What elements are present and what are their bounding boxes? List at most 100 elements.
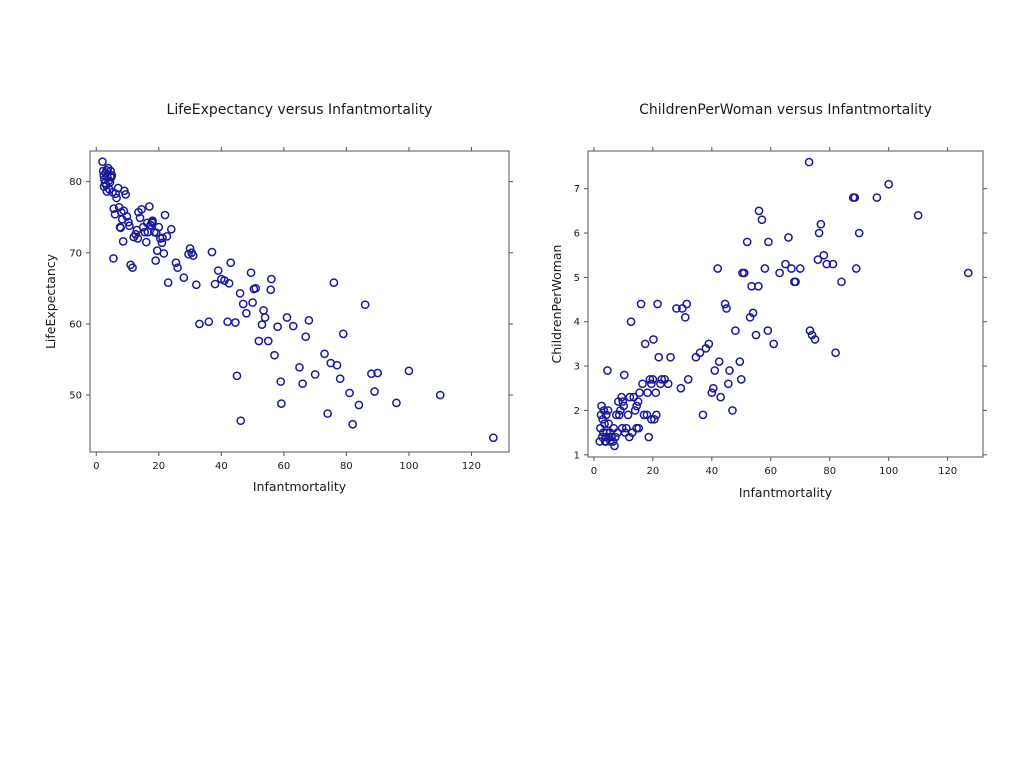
- data-point: [135, 213, 145, 223]
- data-point: [226, 258, 236, 268]
- data-point: [109, 254, 118, 263]
- data-point: [140, 227, 150, 237]
- data-point: [124, 217, 133, 227]
- data-point: [151, 228, 161, 238]
- data-point: [601, 432, 611, 442]
- data-point: [266, 285, 276, 295]
- data-point: [133, 234, 143, 243]
- data-point: [246, 268, 256, 278]
- data-point: [604, 419, 613, 429]
- data-point: [735, 357, 745, 367]
- data-point: [630, 406, 640, 415]
- data-point: [204, 317, 214, 327]
- data-point: [716, 392, 725, 402]
- data-point: [298, 379, 307, 389]
- data-point: [98, 157, 107, 167]
- data-point: [639, 410, 649, 420]
- data-point: [854, 228, 864, 238]
- data-point: [677, 304, 687, 313]
- data-point: [819, 250, 829, 260]
- data-point: [633, 397, 643, 406]
- data-point: [276, 377, 286, 386]
- data-point: [649, 335, 658, 344]
- data-point: [270, 350, 279, 360]
- data-point: [392, 398, 401, 408]
- data-point: [602, 428, 612, 437]
- y-tick-label: 1: [574, 450, 580, 461]
- data-point: [125, 221, 134, 231]
- data-point: [682, 299, 692, 309]
- data-point: [166, 224, 176, 234]
- data-point: [207, 247, 217, 257]
- data-point: [713, 264, 723, 273]
- data-point: [345, 388, 354, 398]
- data-point: [714, 357, 724, 367]
- data-point: [804, 157, 814, 167]
- data-point: [112, 193, 121, 203]
- data-point: [295, 362, 304, 372]
- data-point: [249, 284, 259, 294]
- data-point: [157, 238, 167, 248]
- data-point: [781, 259, 790, 269]
- x-tick-label: 0: [591, 466, 597, 477]
- data-point: [913, 210, 923, 220]
- data-point: [822, 259, 832, 269]
- data-point: [626, 317, 636, 327]
- data-point: [210, 279, 220, 289]
- data-point: [118, 237, 128, 246]
- data-point: [691, 352, 701, 362]
- data-point: [627, 428, 637, 437]
- data-point: [657, 375, 667, 384]
- data-point: [224, 279, 234, 288]
- data-point: [648, 375, 658, 384]
- data-point: [644, 432, 654, 442]
- x-tick-label: 100: [879, 466, 898, 477]
- data-point: [238, 299, 248, 309]
- data-point: [145, 202, 154, 211]
- x-tick-label: 40: [215, 461, 228, 472]
- data-point: [111, 189, 120, 199]
- data-point: [751, 330, 761, 340]
- data-point: [277, 399, 286, 408]
- x-tick-label: 0: [93, 461, 99, 472]
- data-point: [595, 437, 605, 446]
- data-points: [98, 157, 498, 443]
- x-axis-label: Infantmortality: [739, 485, 833, 500]
- data-point: [672, 304, 681, 313]
- data-point: [638, 379, 647, 389]
- y-tick-label: 70: [69, 248, 82, 259]
- data-point: [754, 281, 763, 291]
- y-tick-label: 60: [69, 319, 82, 330]
- data-point: [435, 390, 445, 400]
- data-point: [621, 423, 631, 433]
- data-point: [722, 304, 731, 313]
- data-point: [831, 348, 840, 358]
- data-point: [158, 233, 167, 243]
- data-point: [600, 419, 609, 429]
- y-tick-label: 50: [69, 391, 82, 402]
- data-point: [850, 193, 860, 202]
- x-tick-label: 20: [646, 466, 659, 477]
- data-point: [323, 409, 332, 418]
- data-point: [731, 326, 740, 335]
- data-point: [107, 170, 117, 180]
- data-point: [259, 306, 268, 315]
- data-point: [645, 375, 655, 384]
- data-point: [851, 264, 861, 273]
- data-points: [595, 157, 973, 451]
- data-point: [301, 332, 311, 342]
- data-point: [629, 392, 639, 402]
- data-point: [625, 392, 635, 402]
- x-tick-label: 60: [277, 461, 290, 472]
- data-point: [769, 339, 779, 349]
- data-point: [680, 312, 690, 322]
- data-point: [618, 397, 628, 406]
- data-point: [601, 437, 611, 446]
- data-point: [653, 299, 662, 309]
- data-point: [147, 217, 157, 227]
- data-point: [288, 321, 298, 331]
- y-tick-label: 7: [574, 184, 580, 195]
- data-point: [603, 366, 612, 375]
- data-point: [231, 318, 240, 327]
- data-point: [617, 392, 626, 402]
